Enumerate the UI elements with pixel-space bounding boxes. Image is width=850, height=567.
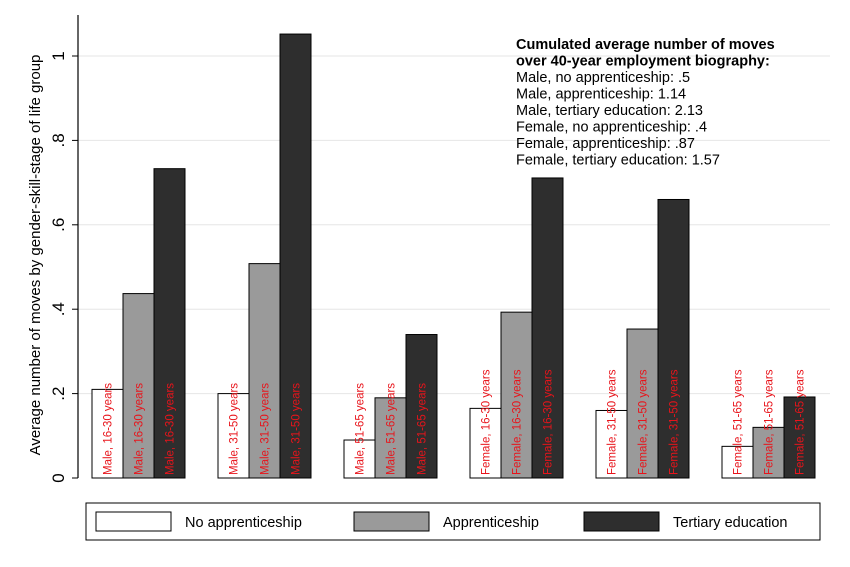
bar-label: Female, 51-65 years (764, 369, 776, 475)
annotation-line: Female, no apprenticeship: .4 (516, 120, 707, 136)
legend-swatch (583, 511, 660, 532)
bar-label: Female, 51-65 years (733, 369, 745, 475)
legend-swatch (353, 511, 430, 532)
bar (595, 409, 628, 479)
y-tick-label: 1 (49, 51, 68, 60)
legend-label: Apprenticeship (443, 515, 539, 531)
annotation-line: Male, apprenticeship: 1.14 (516, 87, 686, 103)
bar (248, 263, 281, 479)
annotation-title: over 40-year employment biography: (516, 54, 770, 70)
bar (783, 396, 816, 479)
bar (91, 388, 124, 479)
legend: No apprenticeship Apprenticeship Tertiary … (85, 502, 821, 541)
y-axis-label: Average number of moves by gender-skill-… (27, 55, 44, 456)
bar-label: Male, 31-50 years (229, 383, 241, 475)
y-axis: 0 .2 .4 .6 .8 1 (49, 15, 79, 483)
annotation-line: Male, tertiary education: 2.13 (516, 103, 703, 119)
bar-label: Male, 31-50 years (291, 383, 303, 475)
legend-label: Tertiary education (673, 515, 787, 531)
bar (531, 177, 564, 479)
legend-swatch (95, 511, 172, 532)
bar-label: Female, 51-65 years (795, 369, 807, 475)
legend-label: No apprenticeship (185, 515, 302, 531)
y-tick-label: .4 (49, 302, 68, 316)
y-tick-label: 0 (49, 473, 68, 482)
bar-label: Male, 51-65 years (417, 383, 429, 475)
bar-label: Male, 51-65 years (386, 383, 398, 475)
bar-label: Female, 31-50 years (607, 369, 619, 475)
bar (279, 33, 312, 479)
bar-label: Female, 16-30 years (481, 369, 493, 475)
annotation-title: Cumulated average number of moves (516, 37, 775, 53)
bar-label: Female, 31-50 years (638, 369, 650, 475)
y-tick-label: .6 (49, 218, 68, 232)
y-tick-label: .8 (49, 133, 68, 147)
bar (721, 445, 754, 479)
bar (153, 168, 186, 479)
y-tick-label: .2 (49, 387, 68, 401)
legend-frame (85, 502, 821, 541)
annotation-line: Female, tertiary education: 1.57 (516, 153, 720, 169)
bar-label: Male, 51-65 years (355, 383, 367, 475)
bar (405, 334, 438, 479)
annotation-line: Male, no apprenticeship: .5 (516, 70, 690, 86)
bar-label: Female, 31-50 years (669, 369, 681, 475)
bar (500, 311, 533, 479)
bar-label: Male, 31-50 years (260, 383, 272, 475)
bar-label: Female, 16-30 years (512, 369, 524, 475)
bar (657, 198, 690, 479)
bar (122, 293, 155, 479)
bar-label: Male, 16-30 years (134, 383, 146, 475)
gridlines (78, 55, 830, 395)
bar-label: Male, 16-30 years (165, 383, 177, 475)
annotation-line: Female, apprenticeship: .87 (516, 136, 695, 152)
bars: Male, 16-30 years Male, 16-30 years Male, … (91, 33, 816, 479)
bar-label: Male, 16-30 years (103, 383, 115, 475)
bar (343, 439, 376, 479)
bar-label: Female, 16-30 years (543, 369, 555, 475)
